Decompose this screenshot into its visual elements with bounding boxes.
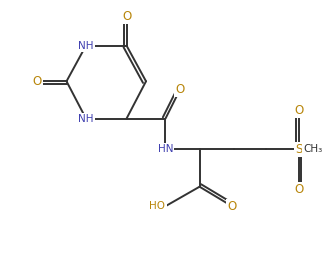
Text: CH₃: CH₃ xyxy=(304,144,322,154)
Text: O: O xyxy=(122,10,131,23)
Text: NH: NH xyxy=(78,114,94,124)
Text: O: O xyxy=(294,104,303,117)
Text: HN: HN xyxy=(158,144,173,154)
Text: S: S xyxy=(295,143,302,156)
Text: O: O xyxy=(294,184,303,196)
Text: HO: HO xyxy=(149,201,166,211)
Text: NH: NH xyxy=(78,41,94,51)
Text: O: O xyxy=(227,200,237,213)
Text: O: O xyxy=(175,83,185,96)
Text: O: O xyxy=(33,75,42,88)
